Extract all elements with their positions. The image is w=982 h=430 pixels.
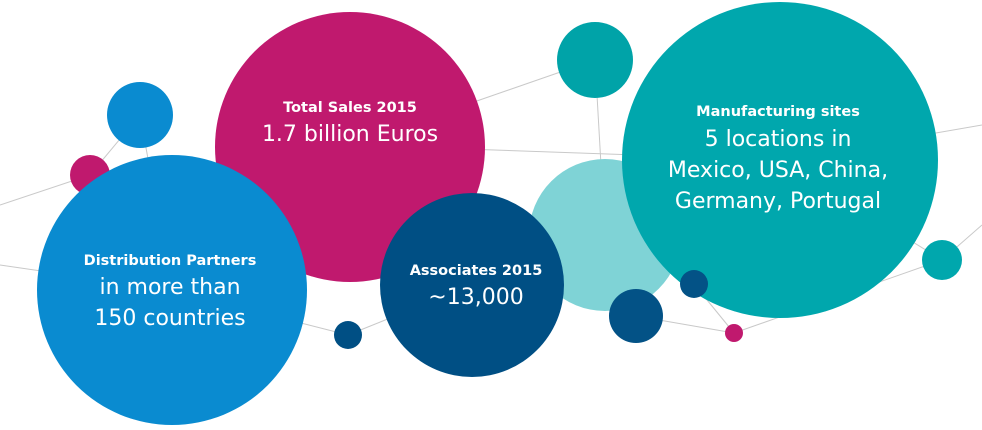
- bubble-heading: Total Sales 2015: [283, 100, 417, 116]
- small-bubble: [609, 289, 663, 343]
- bubble-text: ~13,000: [428, 285, 523, 310]
- small-bubble: [922, 240, 962, 280]
- bubble-text: Germany, Portugal: [675, 189, 881, 214]
- small-bubble: [680, 270, 708, 298]
- bubble-heading: Associates 2015: [410, 263, 543, 279]
- bubble-text: 1.7 billion Euros: [262, 122, 438, 147]
- bubbles: [37, 2, 962, 425]
- bubble-text: 5 locations in: [705, 127, 852, 152]
- bubble-heading: Distribution Partners: [84, 253, 257, 269]
- distribution-bubble: [37, 155, 307, 425]
- manufacturing-bubble: [622, 2, 938, 318]
- bubble-text: Mexico, USA, China,: [668, 158, 888, 183]
- small-bubble: [557, 22, 633, 98]
- bubble-text: in more than: [99, 275, 240, 300]
- labels: Total Sales 2015 1.7 billion Euros Distr…: [84, 100, 888, 331]
- bubble-heading: Manufacturing sites: [696, 104, 860, 120]
- small-bubble: [725, 324, 743, 342]
- bubble-text: 150 countries: [94, 306, 245, 331]
- small-bubble: [107, 82, 173, 148]
- associates-bubble: [380, 193, 564, 377]
- small-bubble: [334, 321, 362, 349]
